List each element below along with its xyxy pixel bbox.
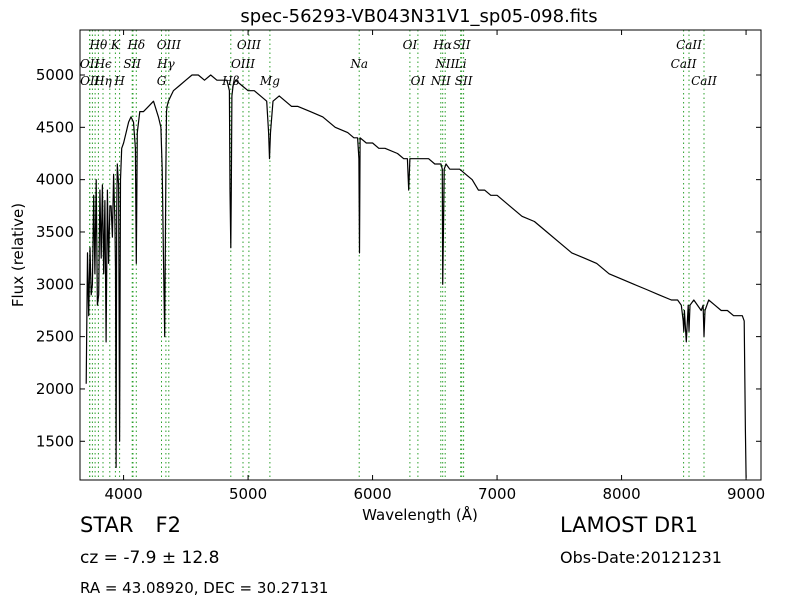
chart-title: spec-56293-VB043N31V1_sp05-098.fits xyxy=(240,6,597,27)
line-label: Hα xyxy=(432,38,452,52)
line-label: Hθ xyxy=(89,38,108,52)
line-label: NII xyxy=(434,57,455,71)
line-label: CaII xyxy=(676,38,702,52)
y-axis-title: Flux (relative) xyxy=(9,203,27,307)
x-tick-label: 5000 xyxy=(229,485,267,503)
line-label: Li xyxy=(454,57,467,71)
line-label: SII xyxy=(123,57,141,71)
object-type: STAR xyxy=(80,513,134,537)
line-label: OIII xyxy=(237,38,261,52)
redshift-cz: cz = -7.9 ± 12.8 xyxy=(80,548,220,568)
line-label: OII xyxy=(80,57,100,71)
x-tick-label: 6000 xyxy=(353,485,391,503)
line-label: Na xyxy=(349,57,368,71)
subclass: F2 xyxy=(155,513,181,537)
object-classification: STAR F2 xyxy=(80,513,181,537)
line-label: Mg xyxy=(259,74,280,88)
x-tick-label: 7000 xyxy=(478,485,516,503)
line-label: OI xyxy=(403,38,418,52)
plot-frame xyxy=(79,29,762,481)
observation-date: Obs-Date:20121231 xyxy=(560,548,722,567)
emission-line-markers xyxy=(89,30,705,480)
survey-name: LAMOST DR1 xyxy=(560,513,699,537)
line-label: H xyxy=(113,74,125,88)
line-label: Hδ xyxy=(126,38,145,52)
line-label: OII xyxy=(80,74,100,88)
y-tick-label: 4500 xyxy=(36,118,74,136)
line-label: Hϵ xyxy=(94,57,112,71)
line-label: OIII xyxy=(231,57,255,71)
y-tick-label: 5000 xyxy=(36,66,74,84)
line-label: SII xyxy=(453,38,471,52)
x-tick-label: 9000 xyxy=(727,485,765,503)
line-label: OIII xyxy=(157,38,181,52)
x-axis-title: Wavelength (Å) xyxy=(362,505,478,524)
y-tick-label: 4000 xyxy=(36,171,74,189)
line-label: CaII xyxy=(691,74,717,88)
line-label: SII xyxy=(455,74,473,88)
line-label: Hβ xyxy=(221,74,239,88)
line-label: CaII xyxy=(671,57,697,71)
y-tick-label: 2000 xyxy=(36,380,74,398)
y-tick-label: 2500 xyxy=(36,328,74,346)
line-label: Hη xyxy=(93,74,112,88)
x-tick-label: 8000 xyxy=(602,485,640,503)
y-axis: 1500 2000 2500 3000 3500 4000 4500 5000 xyxy=(36,66,761,450)
line-label: G xyxy=(157,74,167,88)
y-tick-label: 3000 xyxy=(36,275,74,293)
coordinates: RA = 43.08920, DEC = 30.27131 xyxy=(80,579,329,597)
x-tick-label: 4000 xyxy=(104,485,142,503)
y-tick-label: 3500 xyxy=(36,223,74,241)
line-label: K xyxy=(110,38,121,52)
line-label: Hγ xyxy=(156,57,175,71)
line-label: NII xyxy=(430,74,451,88)
x-axis: 4000 5000 6000 7000 8000 9000 xyxy=(104,30,765,503)
line-label: OI xyxy=(411,74,426,88)
y-tick-label: 1500 xyxy=(36,432,74,450)
spectrum-line xyxy=(85,74,747,478)
